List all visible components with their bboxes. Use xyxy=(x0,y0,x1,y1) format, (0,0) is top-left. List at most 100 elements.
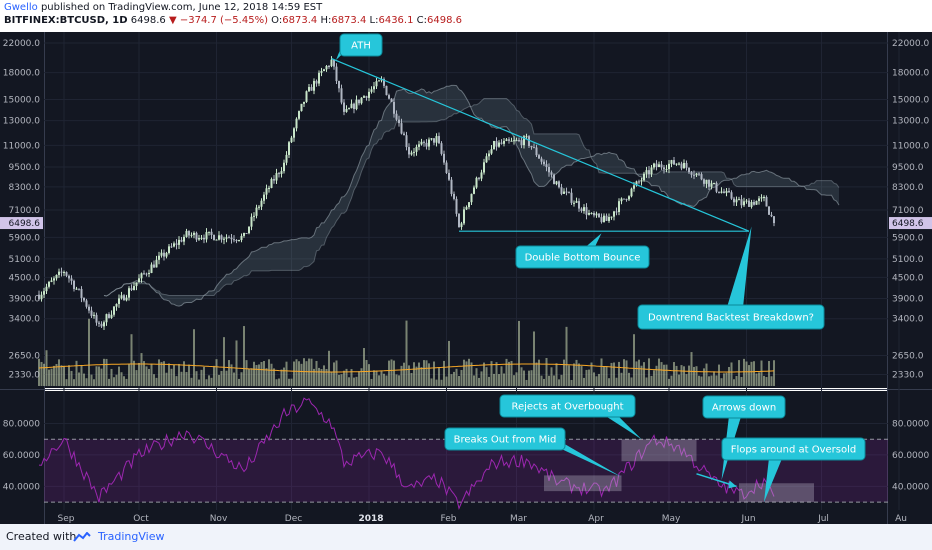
volume-bar xyxy=(608,378,610,386)
callout-breaks-out[interactable]: Breaks Out from Mid xyxy=(444,427,622,477)
callout-text: Downtrend Backtest Breakdown? xyxy=(648,313,814,324)
candle-body xyxy=(708,179,710,187)
candle-body xyxy=(230,237,233,240)
volume-bar xyxy=(123,376,125,386)
volume-bar xyxy=(548,375,550,386)
price-marker-label-right: 6498.6 xyxy=(892,219,924,229)
candle-body xyxy=(45,286,48,292)
candle-body xyxy=(323,69,325,72)
candle-body xyxy=(320,71,323,73)
price-tick-label-right: 2650.0 xyxy=(892,351,924,361)
candle-body xyxy=(325,65,328,70)
candle-body xyxy=(733,198,735,203)
candle-body xyxy=(250,216,253,227)
candle-body xyxy=(548,166,550,173)
candle-body xyxy=(583,207,585,211)
callout-double-bottom[interactable]: Double Bottom Bounce xyxy=(515,233,650,269)
volume-bar xyxy=(760,360,763,386)
volume-bar xyxy=(678,374,680,386)
volume-bar xyxy=(155,377,158,386)
candle-body xyxy=(153,264,155,268)
volume-bar xyxy=(373,370,375,386)
candle-body xyxy=(750,201,753,207)
candle-body xyxy=(158,255,160,260)
volume-bar xyxy=(423,360,425,386)
volume-bar xyxy=(693,366,695,386)
volume-bar xyxy=(485,367,488,386)
volume-bar xyxy=(220,370,223,386)
candle-body xyxy=(78,288,80,290)
volume-bar xyxy=(328,350,330,386)
candle-body xyxy=(628,196,630,200)
volume-bar xyxy=(433,361,435,386)
tradingview-brand-link[interactable]: TradingView xyxy=(98,530,165,543)
cloud-span-b xyxy=(103,98,840,297)
volume-bar xyxy=(675,365,678,386)
volume-bar xyxy=(620,372,623,386)
candle-body xyxy=(243,233,245,236)
volume-bar xyxy=(125,378,128,386)
volume-bar xyxy=(640,365,643,386)
volume-bar xyxy=(115,374,118,386)
time-axis[interactable] xyxy=(44,511,888,524)
volume-bar xyxy=(665,364,668,386)
price-tick-label-left: 8300.0 xyxy=(9,183,41,193)
candle-body xyxy=(333,59,335,67)
author-link[interactable]: Gwello xyxy=(4,2,38,13)
volume-bar xyxy=(383,373,385,386)
volume-bar xyxy=(185,372,188,386)
callout-text: ATH xyxy=(351,41,371,52)
price-tick-label-left: 22000.0 xyxy=(3,39,40,49)
volume-bar xyxy=(653,370,655,386)
volume-bar xyxy=(460,370,463,386)
volume-bar xyxy=(243,326,245,386)
candle-body xyxy=(355,99,358,110)
volume-bar xyxy=(393,360,395,386)
volume-bar xyxy=(308,358,310,386)
candle-body xyxy=(308,87,310,92)
volume-bar xyxy=(690,352,693,386)
candle-body xyxy=(213,235,215,241)
volume-bar xyxy=(198,379,200,386)
volume-bar xyxy=(278,378,280,386)
callout-arrows-down[interactable]: Arrows down xyxy=(702,395,786,481)
volume-bar xyxy=(283,367,285,386)
price-chart[interactable]: ATH Double Bottom Bounce Downtrend Backtes… xyxy=(0,0,932,524)
volume-bar xyxy=(63,365,65,386)
rsi-tick-label-right: 60.0000 xyxy=(892,451,929,461)
volume-bar xyxy=(148,368,150,386)
candle-body xyxy=(613,211,615,217)
volume-bar xyxy=(453,371,455,386)
candle-body xyxy=(550,172,553,175)
callout-ath[interactable]: ATH xyxy=(336,33,383,61)
price-tick-label-left: 18000.0 xyxy=(3,69,40,79)
callout-box xyxy=(499,394,636,418)
open-label: O: xyxy=(271,15,283,26)
candle-body xyxy=(618,201,620,213)
candle-body xyxy=(63,272,65,274)
volume-bar xyxy=(673,362,675,386)
volume-bar xyxy=(473,375,475,386)
callout-rejects[interactable]: Rejects at Overbought xyxy=(499,394,642,440)
volume-bar xyxy=(195,371,198,386)
volume-bar xyxy=(538,359,540,386)
volume-bar xyxy=(545,358,548,386)
right-axis[interactable] xyxy=(888,32,932,524)
candle-body xyxy=(310,87,313,91)
volume-bar xyxy=(158,359,160,386)
volume-bar xyxy=(170,368,173,386)
downtrend-line xyxy=(331,58,750,232)
candle-body xyxy=(93,314,95,316)
volume-bar xyxy=(223,337,225,386)
volume-bar xyxy=(255,364,258,386)
price-tick-label-left: 3400.0 xyxy=(9,315,41,325)
callout-flops[interactable]: Flops around at Oversold xyxy=(721,437,866,503)
publish-line: Gwello published on TradingView.com, Jun… xyxy=(4,2,322,13)
callout-backtest[interactable]: Downtrend Backtest Breakdown? xyxy=(637,226,825,330)
candle-body xyxy=(540,158,543,162)
volume-bar xyxy=(610,362,613,386)
volume-bar xyxy=(588,369,590,386)
symbol-label[interactable]: BITFINEX:BTCUSD, 1D xyxy=(4,15,128,26)
tradingview-logo-icon xyxy=(73,532,91,542)
left-axis[interactable] xyxy=(0,32,44,524)
